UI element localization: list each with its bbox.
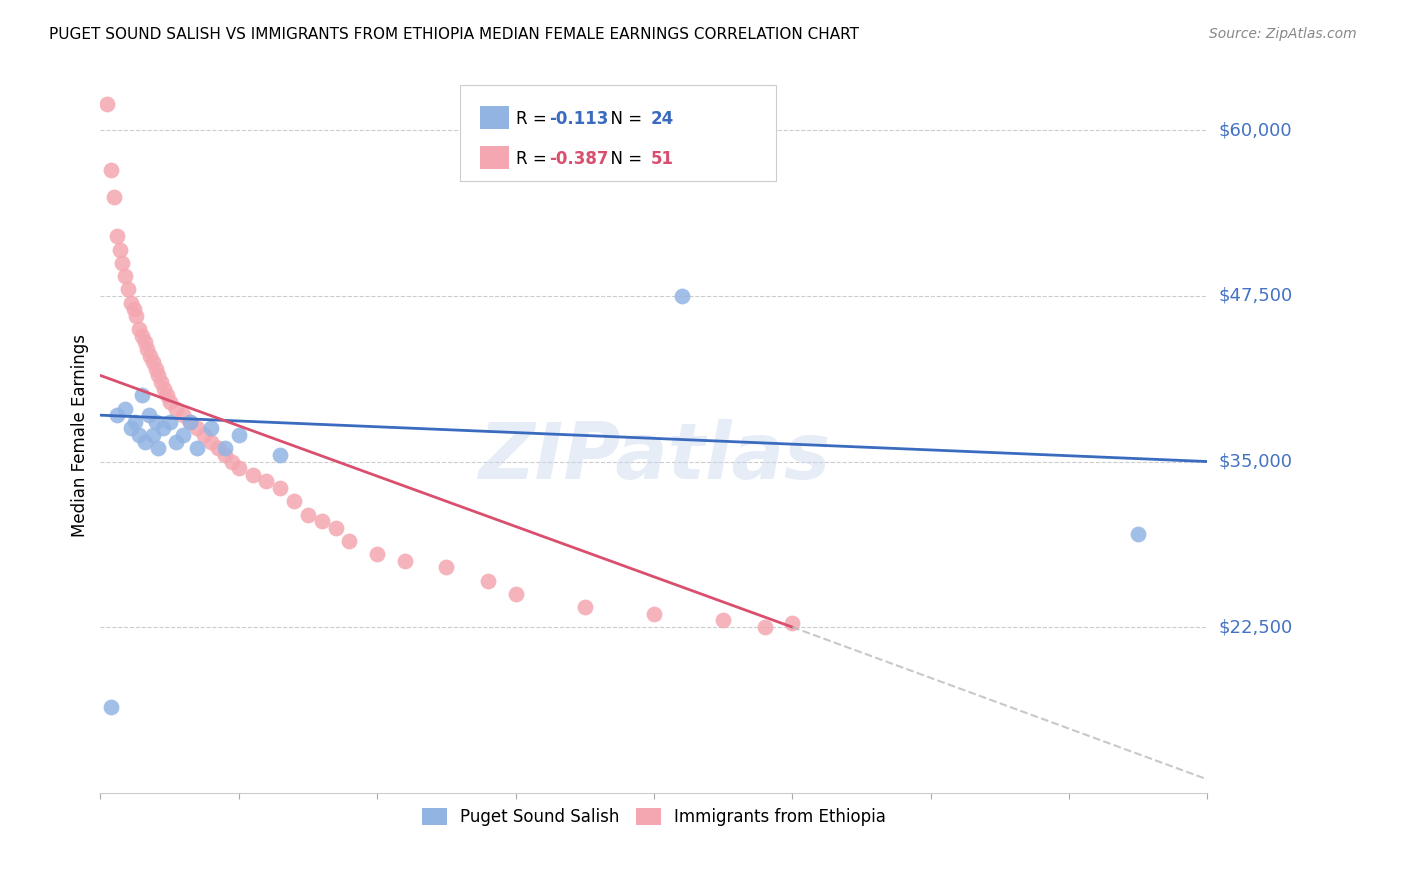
Point	[643, 607, 665, 621]
Point	[117, 282, 139, 296]
Point	[148, 368, 170, 383]
Point	[124, 415, 146, 429]
Point	[325, 521, 347, 535]
FancyBboxPatch shape	[479, 146, 509, 169]
Point	[214, 448, 236, 462]
Text: R =: R =	[516, 150, 551, 169]
Text: R =: R =	[516, 110, 551, 128]
Point	[186, 421, 208, 435]
Legend: Puget Sound Salish, Immigrants from Ethiopia: Puget Sound Salish, Immigrants from Ethi…	[413, 799, 894, 834]
Text: $47,500: $47,500	[1219, 287, 1292, 305]
Point	[108, 243, 131, 257]
Point	[166, 434, 188, 449]
Point	[754, 620, 776, 634]
Point	[366, 547, 388, 561]
Text: N =: N =	[599, 110, 647, 128]
Point	[711, 614, 734, 628]
Point	[311, 514, 333, 528]
Point	[152, 421, 174, 435]
Point	[214, 442, 236, 456]
FancyBboxPatch shape	[479, 106, 509, 129]
Text: -0.113: -0.113	[548, 110, 607, 128]
Point	[339, 534, 361, 549]
Point	[254, 475, 277, 489]
Point	[172, 408, 194, 422]
Point	[150, 375, 173, 389]
Point	[207, 442, 229, 456]
Point	[242, 467, 264, 482]
Text: N =: N =	[599, 150, 647, 169]
Point	[100, 699, 122, 714]
Point	[134, 434, 156, 449]
Point	[148, 442, 170, 456]
Point	[228, 428, 250, 442]
Point	[120, 421, 142, 435]
Point	[145, 361, 167, 376]
Point	[96, 97, 118, 112]
Point	[114, 401, 136, 416]
Text: -0.387: -0.387	[548, 150, 609, 169]
Point	[434, 560, 457, 574]
Point	[1128, 527, 1150, 541]
Point	[156, 388, 179, 402]
Point	[780, 616, 803, 631]
Point	[186, 442, 208, 456]
Point	[394, 554, 416, 568]
Text: Source: ZipAtlas.com: Source: ZipAtlas.com	[1209, 27, 1357, 41]
Point	[103, 189, 125, 203]
Point	[269, 448, 291, 462]
Point	[145, 415, 167, 429]
Point	[134, 335, 156, 350]
Point	[142, 355, 165, 369]
Point	[297, 508, 319, 522]
FancyBboxPatch shape	[460, 85, 776, 181]
Point	[138, 408, 160, 422]
Point	[179, 415, 201, 429]
Point	[136, 342, 159, 356]
Point	[128, 322, 150, 336]
Point	[111, 256, 134, 270]
Point	[120, 295, 142, 310]
Point	[139, 349, 162, 363]
Text: $60,000: $60,000	[1219, 121, 1292, 139]
Point	[142, 428, 165, 442]
Point	[159, 415, 181, 429]
Point	[128, 428, 150, 442]
Point	[114, 269, 136, 284]
Text: $22,500: $22,500	[1219, 618, 1292, 636]
Point	[153, 382, 176, 396]
Text: PUGET SOUND SALISH VS IMMIGRANTS FROM ETHIOPIA MEDIAN FEMALE EARNINGS CORRELATIO: PUGET SOUND SALISH VS IMMIGRANTS FROM ET…	[49, 27, 859, 42]
Point	[228, 461, 250, 475]
Text: $35,000: $35,000	[1219, 452, 1292, 471]
Point	[100, 163, 122, 178]
Point	[269, 481, 291, 495]
Point	[125, 309, 148, 323]
Point	[671, 289, 693, 303]
Text: 24: 24	[651, 110, 673, 128]
Point	[105, 408, 128, 422]
Text: 51: 51	[651, 150, 673, 169]
Point	[179, 415, 201, 429]
Point	[122, 302, 145, 317]
Point	[221, 454, 243, 468]
Point	[283, 494, 305, 508]
Point	[193, 428, 215, 442]
Point	[505, 587, 527, 601]
Point	[200, 421, 222, 435]
Text: ZIPatlas: ZIPatlas	[478, 418, 830, 494]
Y-axis label: Median Female Earnings: Median Female Earnings	[72, 334, 89, 537]
Point	[159, 395, 181, 409]
Point	[166, 401, 188, 416]
Point	[477, 574, 499, 588]
Point	[172, 428, 194, 442]
Point	[105, 229, 128, 244]
Point	[131, 388, 153, 402]
Point	[574, 600, 596, 615]
Point	[131, 328, 153, 343]
Point	[200, 434, 222, 449]
